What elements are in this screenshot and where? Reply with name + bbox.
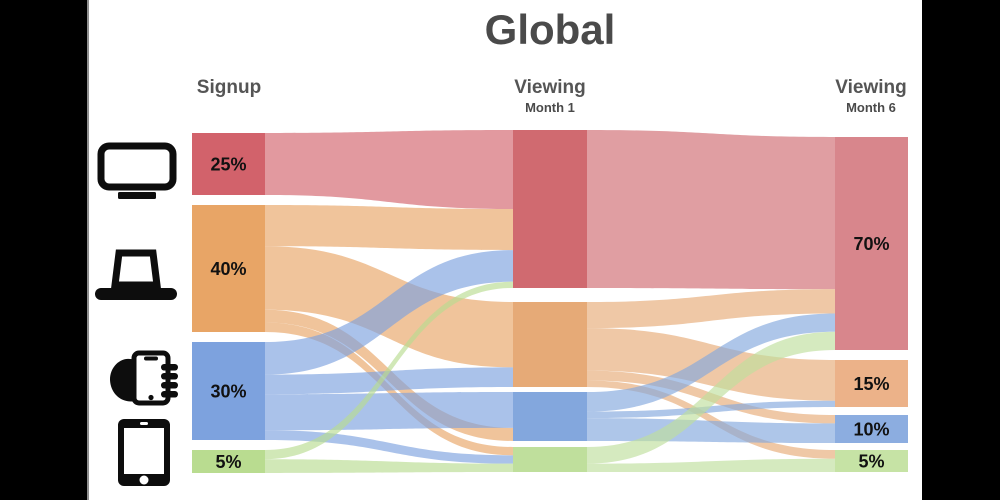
flow-m-mobile-to-r-tv [587,313,835,412]
flow-s-laptop-to-m-tv [265,205,513,251]
sankey-node-s-laptop [192,205,265,332]
sankey-node-m-mobile [513,392,587,441]
flow-m-tv-to-r-tv [587,130,835,290]
laptop-icon [94,249,178,303]
column-header-month1-label: Viewing [514,77,586,98]
sankey-node-r-mobile [835,415,908,443]
column-header-month6-label: Viewing [835,77,907,98]
node-label-s-mobile: 30% [210,382,246,402]
column-header-signup: Signup [197,77,261,99]
node-label-r-laptop: 15% [853,374,889,394]
tv-icon [97,142,177,200]
sankey-node-r-laptop [835,360,908,407]
node-label-s-tv: 25% [210,155,246,175]
tablet-icon [116,417,172,488]
column-header-month1: Viewing Month 1 [514,77,585,115]
sankey-node-s-tablet [192,450,265,473]
sankey-node-r-tablet [835,450,908,472]
flow-s-mobile-to-m-laptop [265,367,513,395]
sankey-node-m-tablet [513,447,587,472]
sankey-node-s-tv [192,133,265,195]
flow-m-tablet-to-r-tv [587,331,835,464]
flow-s-mobile-to-m-tv [265,250,513,375]
sankey-node-m-tv [513,130,587,288]
flow-m-tablet-to-r-tablet [587,458,835,472]
sankey-node-s-mobile [192,342,265,440]
column-header-signup-label: Signup [196,77,262,98]
flow-s-tablet-to-m-tablet [265,459,513,473]
flow-s-tablet-to-m-tv [265,281,513,460]
column-header-month6-sublabel: Month 6 [846,100,896,115]
node-label-r-tv: 70% [853,234,889,254]
flow-s-mobile-to-m-mobile [265,392,513,431]
sankey-node-r-tv [835,137,908,350]
column-header-month1-sublabel: Month 1 [525,100,575,115]
flow-m-mobile-to-r-laptop [587,400,835,419]
flow-s-tv-to-m-tv [265,130,513,209]
flow-m-laptop-to-r-tablet [587,380,835,459]
chart-title: Global [484,6,616,53]
node-label-r-mobile: 10% [853,420,889,440]
flow-m-laptop-to-r-tv [587,289,835,329]
node-label-r-tablet: 5% [858,452,884,472]
mobile-phone-icon [107,347,179,407]
sankey-node-m-laptop [513,302,587,387]
node-label-s-tablet: 5% [215,452,241,472]
node-label-s-laptop: 40% [210,259,246,279]
column-header-month6: Viewing Month 6 [835,77,906,115]
